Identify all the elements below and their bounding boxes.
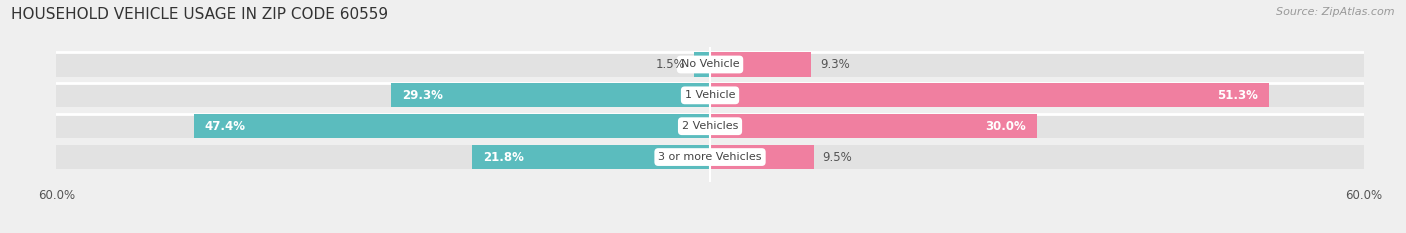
- Text: Source: ZipAtlas.com: Source: ZipAtlas.com: [1277, 7, 1395, 17]
- Text: 51.3%: 51.3%: [1218, 89, 1258, 102]
- Bar: [56, 52, 1364, 76]
- Text: 2 Vehicles: 2 Vehicles: [682, 121, 738, 131]
- Text: 29.3%: 29.3%: [402, 89, 443, 102]
- Text: 30.0%: 30.0%: [986, 120, 1026, 133]
- Text: 3 or more Vehicles: 3 or more Vehicles: [658, 152, 762, 162]
- Bar: [194, 114, 710, 138]
- Text: 1.5%: 1.5%: [655, 58, 685, 71]
- Bar: [710, 83, 1270, 107]
- Text: 21.8%: 21.8%: [484, 151, 524, 164]
- Bar: [693, 52, 710, 76]
- Bar: [56, 83, 1364, 107]
- Bar: [472, 145, 710, 169]
- Bar: [710, 114, 1038, 138]
- Text: No Vehicle: No Vehicle: [681, 59, 740, 69]
- Bar: [710, 52, 811, 76]
- Bar: [710, 145, 814, 169]
- Bar: [56, 114, 1364, 138]
- Text: 1 Vehicle: 1 Vehicle: [685, 90, 735, 100]
- Text: 9.3%: 9.3%: [820, 58, 849, 71]
- Bar: [391, 83, 710, 107]
- Text: 9.5%: 9.5%: [823, 151, 852, 164]
- Text: 47.4%: 47.4%: [204, 120, 246, 133]
- Bar: [56, 145, 1364, 169]
- Text: HOUSEHOLD VEHICLE USAGE IN ZIP CODE 60559: HOUSEHOLD VEHICLE USAGE IN ZIP CODE 6055…: [11, 7, 388, 22]
